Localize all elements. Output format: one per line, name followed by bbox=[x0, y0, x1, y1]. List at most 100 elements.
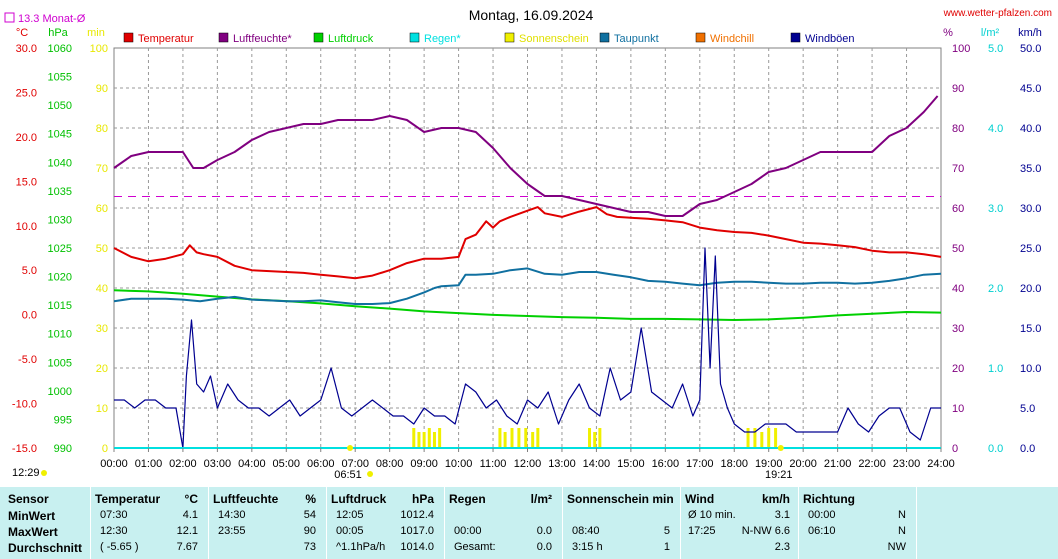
x-tick-label: 14:00 bbox=[583, 458, 611, 470]
sunshine-bar bbox=[422, 432, 426, 448]
pressure-tick-label: 990 bbox=[54, 443, 72, 455]
site-link[interactable]: www.wetter-pfalzen.com bbox=[943, 8, 1052, 19]
stats-value: 1 bbox=[663, 541, 670, 553]
stats-value: 1012.4 bbox=[400, 509, 434, 521]
stats-header: hPa bbox=[411, 492, 434, 506]
wind-tick-label: 0.0 bbox=[1020, 443, 1035, 455]
pressure-tick-label: 1035 bbox=[48, 186, 72, 198]
wind-tick-label: 10.0 bbox=[1020, 363, 1041, 375]
humidity-tick-label: 0 bbox=[952, 443, 958, 455]
stats-value: 0.0 bbox=[536, 525, 552, 537]
sunshine-tick-label: 40 bbox=[96, 283, 108, 295]
sunshine-tick-label: 30 bbox=[96, 323, 108, 335]
sunshine-tick-label: 70 bbox=[96, 163, 108, 175]
monthly-avg-icon bbox=[4, 12, 15, 23]
stats-value: 12:30 bbox=[100, 525, 128, 537]
x-tick-label: 02:00 bbox=[169, 458, 197, 470]
stats-row-label: Durchschnitt bbox=[8, 541, 83, 555]
monthly-avg-label: 13.3 Monat-Ø bbox=[18, 13, 86, 25]
wind-tick-label: 40.0 bbox=[1020, 123, 1041, 135]
sunshine-tick-label: 90 bbox=[96, 83, 108, 95]
x-tick-label: 08:00 bbox=[376, 458, 404, 470]
stats-value: 17:25 bbox=[688, 525, 716, 537]
stats-value: 7.67 bbox=[176, 541, 198, 553]
legend-swatch bbox=[790, 32, 801, 43]
stats-value: N-NW 6.6 bbox=[741, 525, 790, 537]
stats-value: 1017.0 bbox=[400, 525, 434, 537]
stats-value: 3.1 bbox=[774, 509, 790, 521]
stats-value: ( -5.65 ) bbox=[100, 541, 139, 553]
sunshine-bar bbox=[767, 428, 771, 448]
sunshine-bar bbox=[524, 428, 528, 448]
sunshine-tick-label: 60 bbox=[96, 203, 108, 215]
stats-value: 00:00 bbox=[808, 509, 836, 521]
x-tick-label: 01:00 bbox=[135, 458, 163, 470]
pressure-tick-label: 1030 bbox=[48, 214, 72, 226]
x-tick-label: 03:00 bbox=[204, 458, 232, 470]
stats-value: 4.1 bbox=[182, 509, 198, 521]
axis-unit-label: min bbox=[87, 27, 105, 39]
wind-tick-label: 5.0 bbox=[1020, 403, 1035, 415]
humidity-tick-label: 70 bbox=[952, 163, 964, 175]
rain-tick-label: 1.0 bbox=[988, 363, 1003, 375]
pressure-tick-label: 1005 bbox=[48, 357, 72, 369]
legend-label: Regen* bbox=[424, 33, 461, 45]
pressure-tick-label: 1060 bbox=[48, 43, 72, 55]
x-tick-label: 17:00 bbox=[686, 458, 714, 470]
legend-label: Temperatur bbox=[138, 33, 194, 45]
x-tick-label: 06:00 bbox=[307, 458, 335, 470]
sunshine-tick-label: 50 bbox=[96, 243, 108, 255]
sunshine-tick-label: 80 bbox=[96, 123, 108, 135]
legend-swatch bbox=[218, 32, 229, 43]
stats-header: °C bbox=[184, 492, 198, 506]
stats-column-divider bbox=[916, 487, 917, 559]
wind-tick-label: 25.0 bbox=[1020, 243, 1041, 255]
sunset-marker bbox=[777, 445, 784, 451]
sunshine-bar bbox=[517, 428, 521, 448]
stats-value: N bbox=[898, 525, 906, 537]
stats-header: Luftdruck bbox=[331, 492, 387, 506]
axis-unit-label: °C bbox=[16, 27, 28, 39]
x-tick-label: 05:00 bbox=[273, 458, 301, 470]
stats-value: 23:55 bbox=[218, 525, 246, 537]
pressure-tick-label: 1050 bbox=[48, 100, 72, 112]
humidity-tick-label: 80 bbox=[952, 123, 964, 135]
legend-label: Taupunkt bbox=[614, 33, 659, 45]
x-tick-label: 11:00 bbox=[480, 458, 507, 470]
stats-row-label: MinWert bbox=[8, 509, 56, 523]
temperature-tick-label: 5.0 bbox=[22, 265, 37, 277]
pressure-tick-label: 1025 bbox=[48, 243, 72, 255]
stats-value: N bbox=[898, 509, 906, 521]
temperature-tick-label: 10.0 bbox=[16, 221, 37, 233]
legend-swatch bbox=[123, 32, 134, 43]
rain-tick-label: 3.0 bbox=[988, 203, 1003, 215]
rain-tick-label: 5.0 bbox=[988, 43, 1003, 55]
humidity-tick-label: 90 bbox=[952, 83, 964, 95]
stats-column-divider bbox=[680, 487, 681, 559]
humidity-tick-label: 50 bbox=[952, 243, 964, 255]
stats-header: Sonnenschein min bbox=[567, 492, 674, 506]
x-tick-label: 10:00 bbox=[445, 458, 473, 470]
rain-tick-label: 2.0 bbox=[988, 283, 1003, 295]
x-tick-label: 19:00 bbox=[755, 458, 783, 470]
sunrise-marker bbox=[347, 445, 354, 451]
axis-unit-label: % bbox=[943, 27, 953, 39]
sunshine-bar bbox=[746, 428, 750, 448]
daylight-label: 12:29 bbox=[12, 467, 40, 479]
stats-column-divider bbox=[562, 487, 563, 559]
temperature-tick-label: 25.0 bbox=[16, 87, 37, 99]
sunset-label: 19:21 bbox=[765, 469, 793, 481]
sunshine-bar bbox=[503, 432, 507, 448]
sunshine-tick-label: 20 bbox=[96, 363, 108, 375]
stats-column-divider bbox=[798, 487, 799, 559]
humidity-tick-label: 10 bbox=[952, 403, 964, 415]
stats-value: 54 bbox=[303, 509, 316, 521]
series-line-windben bbox=[114, 247, 941, 449]
sunshine-bar bbox=[427, 428, 431, 448]
x-tick-label: 09:00 bbox=[410, 458, 438, 470]
sunshine-bar bbox=[774, 428, 778, 448]
series-line-luftfeuchte bbox=[113, 95, 939, 217]
sunshine-bar bbox=[417, 432, 421, 448]
sunshine-bar bbox=[438, 428, 442, 448]
x-tick-label: 00:00 bbox=[100, 458, 128, 470]
